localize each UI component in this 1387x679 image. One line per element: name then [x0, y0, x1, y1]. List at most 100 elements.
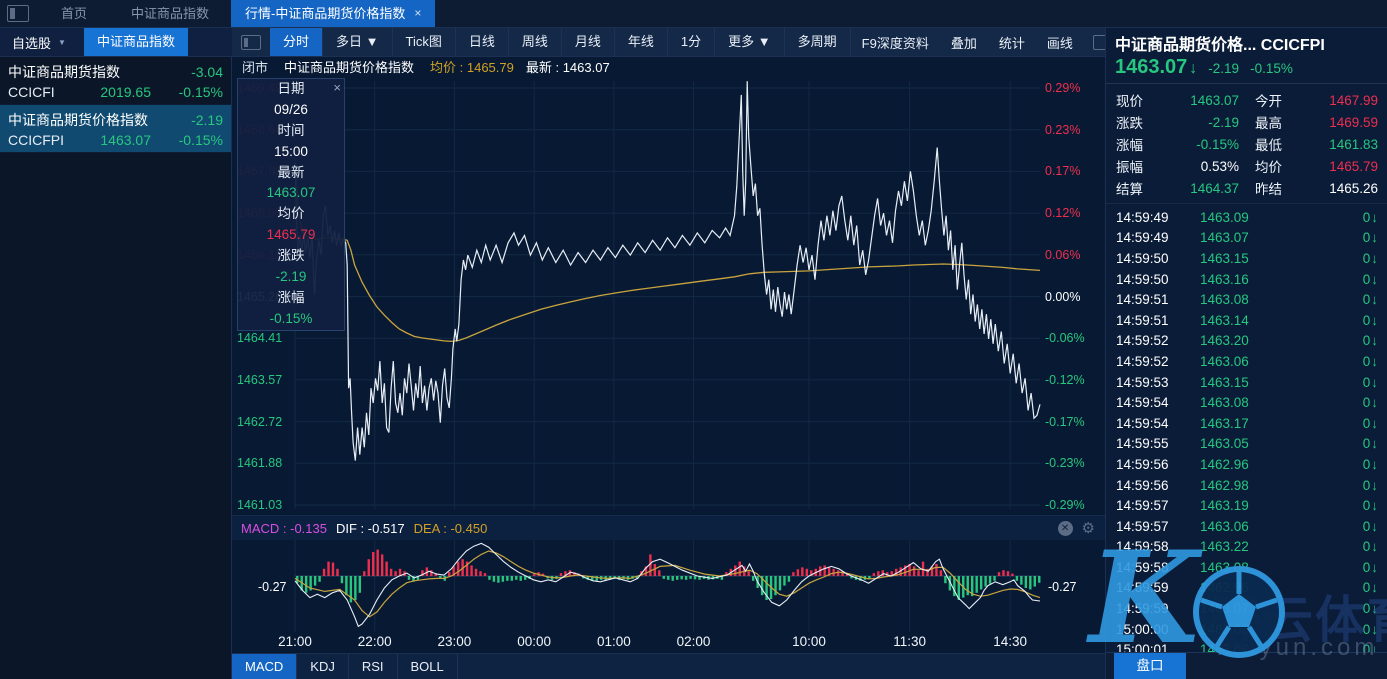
tick-price: 1462.96	[1200, 456, 1249, 472]
sidebar-toggle-icon[interactable]	[7, 5, 29, 22]
tick-price: 1463.05	[1200, 436, 1249, 452]
panel-toggle-left-icon[interactable]	[241, 34, 261, 50]
watchlist-item[interactable]: 中证商品期货价格指数 -2.19 CCICFPI 1463.07 -0.15%	[0, 105, 231, 153]
quote-price-row: 1463.07 ↓ -2.19 -0.15%	[1115, 56, 1379, 79]
tick-row[interactable]: 14:59:54 1463.08 0↓	[1116, 392, 1378, 413]
quote-label: 最低	[1255, 138, 1282, 153]
top-tab-active[interactable]: 行情-中证商品期货价格指数 ×	[231, 0, 436, 27]
tick-row[interactable]: 14:59:56 1462.98 0↓	[1116, 475, 1378, 496]
sidebar-group-button[interactable]: 中证商品指数	[83, 28, 188, 56]
tick-volume: 0↓	[1362, 230, 1378, 246]
down-arrow-icon: ↓	[1371, 601, 1378, 617]
top-tab[interactable]: 中证商品指数	[131, 6, 210, 21]
watchlist-item[interactable]: 中证商品期货指数 -3.04 CCICFI 2019.65 -0.15%	[0, 57, 231, 105]
quote-label: 最高	[1255, 116, 1282, 131]
tick-price: 1463.07	[1200, 601, 1249, 617]
tick-row[interactable]: 14:59:51 1463.14 0↓	[1116, 310, 1378, 331]
period-button[interactable]: 多周期	[785, 28, 851, 56]
tick-row[interactable]: 14:59:57 1463.19 0↓	[1116, 495, 1378, 516]
period-button[interactable]: 周线	[509, 28, 562, 56]
tool-link[interactable]: 统计	[998, 35, 1025, 51]
down-arrow-icon: ↓	[1371, 353, 1378, 369]
period-button[interactable]: 分时	[270, 28, 324, 56]
info-row: -2.19	[275, 269, 307, 285]
axis-tick-label: -0.06%	[1045, 331, 1085, 346]
tool-link[interactable]: 叠加	[950, 35, 977, 51]
quote-panel-footer: 盘口	[1106, 652, 1387, 679]
indicator-tab[interactable]: MACD	[232, 654, 298, 679]
down-arrow-icon: ↓	[1371, 539, 1378, 555]
axis-tick-label: 0.06%	[1045, 247, 1081, 262]
period-button[interactable]: 年线	[615, 28, 668, 56]
tick-volume: 0↓	[1362, 559, 1378, 575]
tick-row[interactable]: 14:59:50 1463.15 0↓	[1116, 248, 1378, 269]
axis-tick-label: 1462.72	[237, 414, 283, 429]
indicator-tab[interactable]: KDJ	[297, 654, 349, 679]
info-row: -0.15%	[269, 310, 313, 326]
instrument-code: CCICFPI	[8, 132, 64, 148]
tick-row[interactable]: 14:59:49 1463.07 0↓	[1116, 228, 1378, 249]
tick-time: 14:59:58	[1116, 539, 1169, 555]
tick-row[interactable]: 14:59:52 1463.06 0↓	[1116, 351, 1378, 372]
tool-link[interactable]: F9深度资料	[861, 35, 929, 51]
quote-value: 1463.07	[1190, 92, 1239, 108]
tick-volume: 0↓	[1362, 539, 1378, 555]
period-button[interactable]: 更多 ▼	[715, 28, 785, 56]
change-value: -3.04	[191, 64, 223, 80]
close-indicator-icon[interactable]: ✕	[1057, 521, 1073, 536]
tab-order-book[interactable]: 盘口	[1114, 653, 1186, 679]
tick-row[interactable]: 14:59:58 1463.08 0↓	[1116, 557, 1378, 578]
period-button[interactable]: 月线	[562, 28, 615, 56]
axis-tick-label: 0.00%	[1045, 289, 1081, 304]
quote-row: 涨跌 -2.19 最高 1469.59	[1116, 111, 1378, 133]
tick-time: 14:59:56	[1116, 456, 1169, 472]
indicator-tab[interactable]: BOLL	[398, 654, 458, 679]
tool-links: F9深度资料 叠加 统计 画线	[851, 28, 1084, 56]
tick-price: 1462.98	[1200, 477, 1249, 493]
tick-row[interactable]: 14:59:57 1463.06 0↓	[1116, 516, 1378, 537]
tick-volume: 0↓	[1362, 580, 1378, 596]
tick-time: 14:59:58	[1116, 559, 1169, 575]
info-row: 均价	[277, 206, 305, 222]
watchlist-dropdown[interactable]: 自选股 ▼	[0, 33, 74, 52]
period-button[interactable]: 多日 ▼	[323, 28, 393, 56]
info-row: 09/26	[274, 101, 308, 117]
tick-time: 14:59:57	[1116, 498, 1169, 514]
tick-row[interactable]: 14:59:59 1463.07 0↓	[1116, 598, 1378, 619]
tick-row[interactable]: 14:59:58 1463.22 0↓	[1116, 537, 1378, 558]
axis-tick-label: 1463.57	[237, 372, 283, 387]
quote-label: 均价	[1255, 160, 1282, 175]
time-tick-label: 00:00	[517, 634, 552, 649]
macd-panel[interactable]: -0.27 -0.27	[232, 540, 1105, 632]
tick-price: 1463.02	[1200, 621, 1249, 637]
change-value: -2.19	[191, 112, 223, 128]
tool-link[interactable]: 画线	[1046, 35, 1073, 51]
tick-row[interactable]: 14:59:54 1463.17 0↓	[1116, 413, 1378, 434]
tick-time: 14:59:56	[1116, 477, 1169, 493]
tick-row[interactable]: 14:59:50 1463.16 0↓	[1116, 269, 1378, 290]
tick-volume: 0↓	[1362, 353, 1378, 369]
period-button[interactable]: Tick图	[393, 28, 456, 56]
tick-time: 14:59:51	[1116, 292, 1169, 308]
tick-row[interactable]: 14:59:55 1463.05 0↓	[1116, 434, 1378, 455]
indicator-tab[interactable]: RSI	[349, 654, 398, 679]
tick-row[interactable]: 14:59:59 1462.96 0↓	[1116, 578, 1378, 599]
tick-row[interactable]: 14:59:52 1463.20 0↓	[1116, 331, 1378, 352]
tick-row[interactable]: 14:59:53 1463.15 0↓	[1116, 372, 1378, 393]
tick-row[interactable]: 14:59:56 1462.96 0↓	[1116, 454, 1378, 475]
down-arrow-icon: ↓	[1371, 374, 1378, 390]
close-tab-icon[interactable]: ×	[414, 6, 422, 20]
tick-volume: 0↓	[1362, 436, 1378, 452]
quote-value: 1464.37	[1190, 180, 1239, 196]
top-tab[interactable]: 首页	[61, 6, 88, 21]
tick-row[interactable]: 14:59:51 1463.08 0↓	[1116, 289, 1378, 310]
time-tick-label: 11:30	[893, 634, 927, 649]
intraday-chart[interactable]: 1469.491468.641467.801466.951466.111465.…	[232, 75, 1105, 515]
market-state: 闭市	[242, 59, 269, 75]
tick-row[interactable]: 15:00:00 1463.02 0↓	[1116, 619, 1378, 640]
period-button[interactable]: 1分	[668, 28, 716, 56]
tick-row[interactable]: 14:59:49 1463.09 0↓	[1116, 207, 1378, 228]
close-icon[interactable]: ×	[333, 80, 341, 95]
period-button[interactable]: 日线	[456, 28, 509, 56]
gear-icon[interactable]: ⚙	[1081, 520, 1095, 537]
